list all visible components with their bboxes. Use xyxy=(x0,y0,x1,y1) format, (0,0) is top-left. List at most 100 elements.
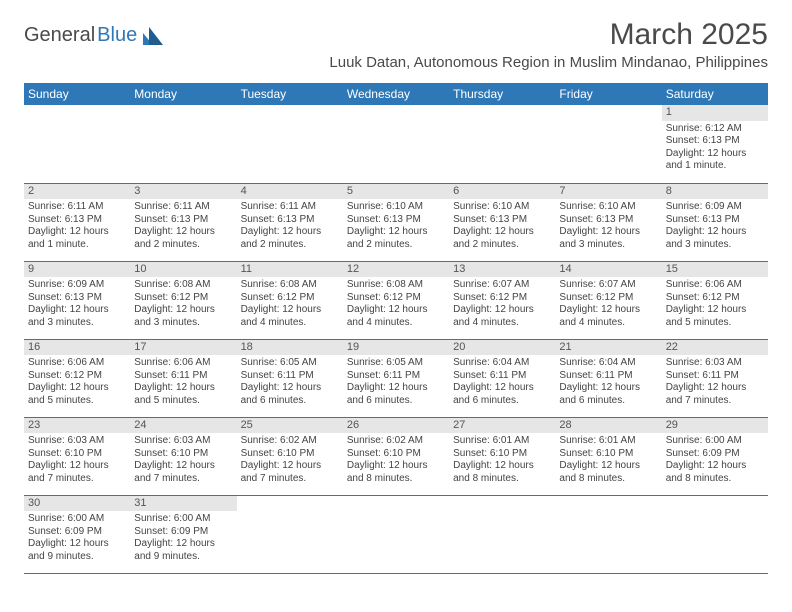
day-number: 29 xyxy=(662,418,768,434)
logo-mark-icon xyxy=(143,27,165,45)
day-cell: 17Sunrise: 6:06 AMSunset: 6:11 PMDayligh… xyxy=(130,339,236,417)
logo-text-blue: Blue xyxy=(97,24,137,47)
day-cell xyxy=(130,105,236,183)
day-cell: 26Sunrise: 6:02 AMSunset: 6:10 PMDayligh… xyxy=(343,417,449,495)
week-row: 23Sunrise: 6:03 AMSunset: 6:10 PMDayligh… xyxy=(24,417,768,495)
title-block: March 2025 Luuk Datan, Autonomous Region… xyxy=(329,18,768,71)
day-data: Sunrise: 6:09 AMSunset: 6:13 PMDaylight:… xyxy=(24,277,130,332)
calendar-table: SundayMondayTuesdayWednesdayThursdayFrid… xyxy=(24,83,768,574)
day-number: 11 xyxy=(237,262,343,278)
week-row: 2Sunrise: 6:11 AMSunset: 6:13 PMDaylight… xyxy=(24,183,768,261)
day-cell: 19Sunrise: 6:05 AMSunset: 6:11 PMDayligh… xyxy=(343,339,449,417)
day-number: 20 xyxy=(449,340,555,356)
day-cell: 16Sunrise: 6:06 AMSunset: 6:12 PMDayligh… xyxy=(24,339,130,417)
day-header: Tuesday xyxy=(237,83,343,105)
day-cell: 4Sunrise: 6:11 AMSunset: 6:13 PMDaylight… xyxy=(237,183,343,261)
day-cell: 2Sunrise: 6:11 AMSunset: 6:13 PMDaylight… xyxy=(24,183,130,261)
day-cell: 3Sunrise: 6:11 AMSunset: 6:13 PMDaylight… xyxy=(130,183,236,261)
day-number: 16 xyxy=(24,340,130,356)
day-number: 2 xyxy=(24,184,130,200)
day-data: Sunrise: 6:00 AMSunset: 6:09 PMDaylight:… xyxy=(662,433,768,488)
day-header: Wednesday xyxy=(343,83,449,105)
day-cell: 29Sunrise: 6:00 AMSunset: 6:09 PMDayligh… xyxy=(662,417,768,495)
day-number: 3 xyxy=(130,184,236,200)
day-data: Sunrise: 6:04 AMSunset: 6:11 PMDaylight:… xyxy=(555,355,661,410)
day-cell: 5Sunrise: 6:10 AMSunset: 6:13 PMDaylight… xyxy=(343,183,449,261)
day-number: 26 xyxy=(343,418,449,434)
day-data: Sunrise: 6:06 AMSunset: 6:12 PMDaylight:… xyxy=(662,277,768,332)
day-number: 14 xyxy=(555,262,661,278)
day-cell: 18Sunrise: 6:05 AMSunset: 6:11 PMDayligh… xyxy=(237,339,343,417)
day-cell: 20Sunrise: 6:04 AMSunset: 6:11 PMDayligh… xyxy=(449,339,555,417)
day-data: Sunrise: 6:03 AMSunset: 6:10 PMDaylight:… xyxy=(24,433,130,488)
day-cell: 12Sunrise: 6:08 AMSunset: 6:12 PMDayligh… xyxy=(343,261,449,339)
day-cell: 23Sunrise: 6:03 AMSunset: 6:10 PMDayligh… xyxy=(24,417,130,495)
day-cell: 28Sunrise: 6:01 AMSunset: 6:10 PMDayligh… xyxy=(555,417,661,495)
day-number: 19 xyxy=(343,340,449,356)
day-cell xyxy=(555,495,661,573)
day-data: Sunrise: 6:09 AMSunset: 6:13 PMDaylight:… xyxy=(662,199,768,254)
day-number: 8 xyxy=(662,184,768,200)
day-number: 5 xyxy=(343,184,449,200)
day-cell xyxy=(449,105,555,183)
day-number: 28 xyxy=(555,418,661,434)
day-number: 30 xyxy=(24,496,130,512)
day-number: 17 xyxy=(130,340,236,356)
day-number: 4 xyxy=(237,184,343,200)
logo-text-general: General xyxy=(24,24,95,47)
day-number: 25 xyxy=(237,418,343,434)
day-cell xyxy=(343,495,449,573)
logo: GeneralBlue xyxy=(24,24,165,47)
day-number: 31 xyxy=(130,496,236,512)
day-data: Sunrise: 6:11 AMSunset: 6:13 PMDaylight:… xyxy=(130,199,236,254)
day-cell xyxy=(449,495,555,573)
month-title: March 2025 xyxy=(329,18,768,52)
day-header-row: SundayMondayTuesdayWednesdayThursdayFrid… xyxy=(24,83,768,105)
day-cell xyxy=(24,105,130,183)
day-data: Sunrise: 6:06 AMSunset: 6:11 PMDaylight:… xyxy=(130,355,236,410)
day-number: 23 xyxy=(24,418,130,434)
week-row: 9Sunrise: 6:09 AMSunset: 6:13 PMDaylight… xyxy=(24,261,768,339)
day-data: Sunrise: 6:11 AMSunset: 6:13 PMDaylight:… xyxy=(237,199,343,254)
location: Luuk Datan, Autonomous Region in Muslim … xyxy=(329,54,768,71)
day-cell: 21Sunrise: 6:04 AMSunset: 6:11 PMDayligh… xyxy=(555,339,661,417)
day-data: Sunrise: 6:02 AMSunset: 6:10 PMDaylight:… xyxy=(237,433,343,488)
day-header: Saturday xyxy=(662,83,768,105)
day-cell: 6Sunrise: 6:10 AMSunset: 6:13 PMDaylight… xyxy=(449,183,555,261)
day-data: Sunrise: 6:10 AMSunset: 6:13 PMDaylight:… xyxy=(343,199,449,254)
day-number: 7 xyxy=(555,184,661,200)
day-data: Sunrise: 6:02 AMSunset: 6:10 PMDaylight:… xyxy=(343,433,449,488)
day-cell: 15Sunrise: 6:06 AMSunset: 6:12 PMDayligh… xyxy=(662,261,768,339)
calendar-body: 1Sunrise: 6:12 AMSunset: 6:13 PMDaylight… xyxy=(24,105,768,573)
day-cell xyxy=(237,105,343,183)
day-number: 12 xyxy=(343,262,449,278)
day-cell: 13Sunrise: 6:07 AMSunset: 6:12 PMDayligh… xyxy=(449,261,555,339)
day-data: Sunrise: 6:12 AMSunset: 6:13 PMDaylight:… xyxy=(662,121,768,176)
day-number: 10 xyxy=(130,262,236,278)
day-cell: 7Sunrise: 6:10 AMSunset: 6:13 PMDaylight… xyxy=(555,183,661,261)
day-cell xyxy=(343,105,449,183)
day-number: 9 xyxy=(24,262,130,278)
day-data: Sunrise: 6:00 AMSunset: 6:09 PMDaylight:… xyxy=(130,511,236,566)
day-data: Sunrise: 6:07 AMSunset: 6:12 PMDaylight:… xyxy=(555,277,661,332)
day-cell: 10Sunrise: 6:08 AMSunset: 6:12 PMDayligh… xyxy=(130,261,236,339)
day-header: Monday xyxy=(130,83,236,105)
day-data: Sunrise: 6:08 AMSunset: 6:12 PMDaylight:… xyxy=(130,277,236,332)
day-cell: 1Sunrise: 6:12 AMSunset: 6:13 PMDaylight… xyxy=(662,105,768,183)
day-data: Sunrise: 6:05 AMSunset: 6:11 PMDaylight:… xyxy=(237,355,343,410)
day-data: Sunrise: 6:08 AMSunset: 6:12 PMDaylight:… xyxy=(237,277,343,332)
day-number: 24 xyxy=(130,418,236,434)
day-cell: 31Sunrise: 6:00 AMSunset: 6:09 PMDayligh… xyxy=(130,495,236,573)
day-data: Sunrise: 6:07 AMSunset: 6:12 PMDaylight:… xyxy=(449,277,555,332)
day-data: Sunrise: 6:00 AMSunset: 6:09 PMDaylight:… xyxy=(24,511,130,566)
day-cell: 30Sunrise: 6:00 AMSunset: 6:09 PMDayligh… xyxy=(24,495,130,573)
calendar-head: SundayMondayTuesdayWednesdayThursdayFrid… xyxy=(24,83,768,105)
day-cell: 27Sunrise: 6:01 AMSunset: 6:10 PMDayligh… xyxy=(449,417,555,495)
day-cell: 24Sunrise: 6:03 AMSunset: 6:10 PMDayligh… xyxy=(130,417,236,495)
day-data: Sunrise: 6:04 AMSunset: 6:11 PMDaylight:… xyxy=(449,355,555,410)
day-cell: 14Sunrise: 6:07 AMSunset: 6:12 PMDayligh… xyxy=(555,261,661,339)
day-data: Sunrise: 6:05 AMSunset: 6:11 PMDaylight:… xyxy=(343,355,449,410)
day-number: 1 xyxy=(662,105,768,121)
day-number: 6 xyxy=(449,184,555,200)
day-number: 21 xyxy=(555,340,661,356)
